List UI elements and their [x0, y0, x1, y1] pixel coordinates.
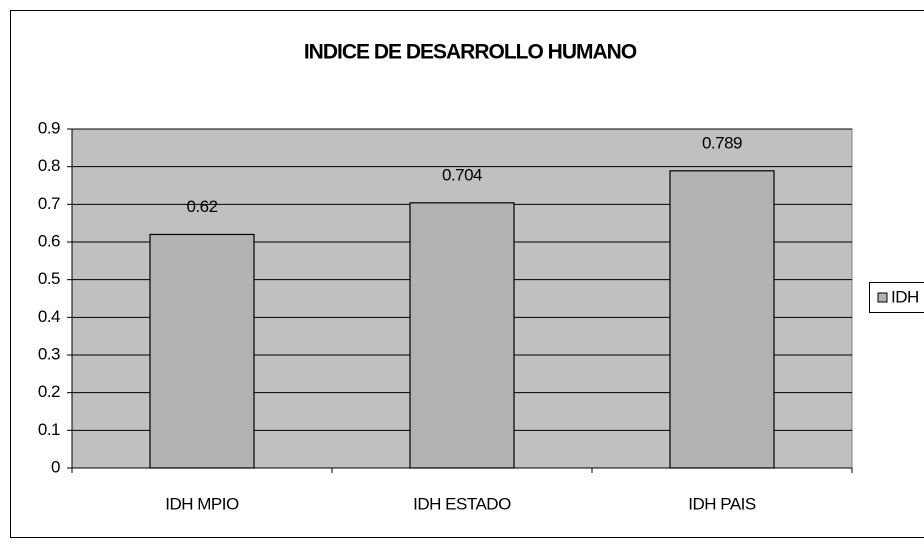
y-tick-label: 0.6 — [38, 231, 60, 250]
y-tick-label: 0.7 — [38, 194, 60, 213]
y-tick-label: 0 — [51, 457, 60, 476]
x-tick-label: IDH PAIS — [688, 494, 756, 513]
data-label: 0.789 — [702, 133, 742, 152]
y-tick-label: 0.9 — [38, 118, 60, 137]
x-tick-label: IDH MPIO — [165, 494, 239, 513]
legend-swatch — [878, 293, 887, 302]
y-tick-label: 0.4 — [38, 307, 60, 326]
x-tick-label: IDH ESTADO — [413, 494, 511, 513]
bar — [150, 234, 254, 468]
y-tick-label: 0.1 — [38, 420, 60, 439]
y-tick-label: 0.2 — [38, 382, 60, 401]
y-tick-label: 0.8 — [38, 156, 60, 175]
chart-title: INDICE DE DESARROLLO HUMANO — [304, 41, 637, 64]
data-label: 0.704 — [442, 165, 482, 184]
bar — [670, 171, 774, 468]
data-label: 0.62 — [186, 197, 217, 216]
y-tick-label: 0.5 — [38, 269, 60, 288]
bar — [410, 203, 514, 468]
y-tick-label: 0.3 — [38, 344, 60, 363]
legend-label: IDH — [891, 287, 919, 306]
